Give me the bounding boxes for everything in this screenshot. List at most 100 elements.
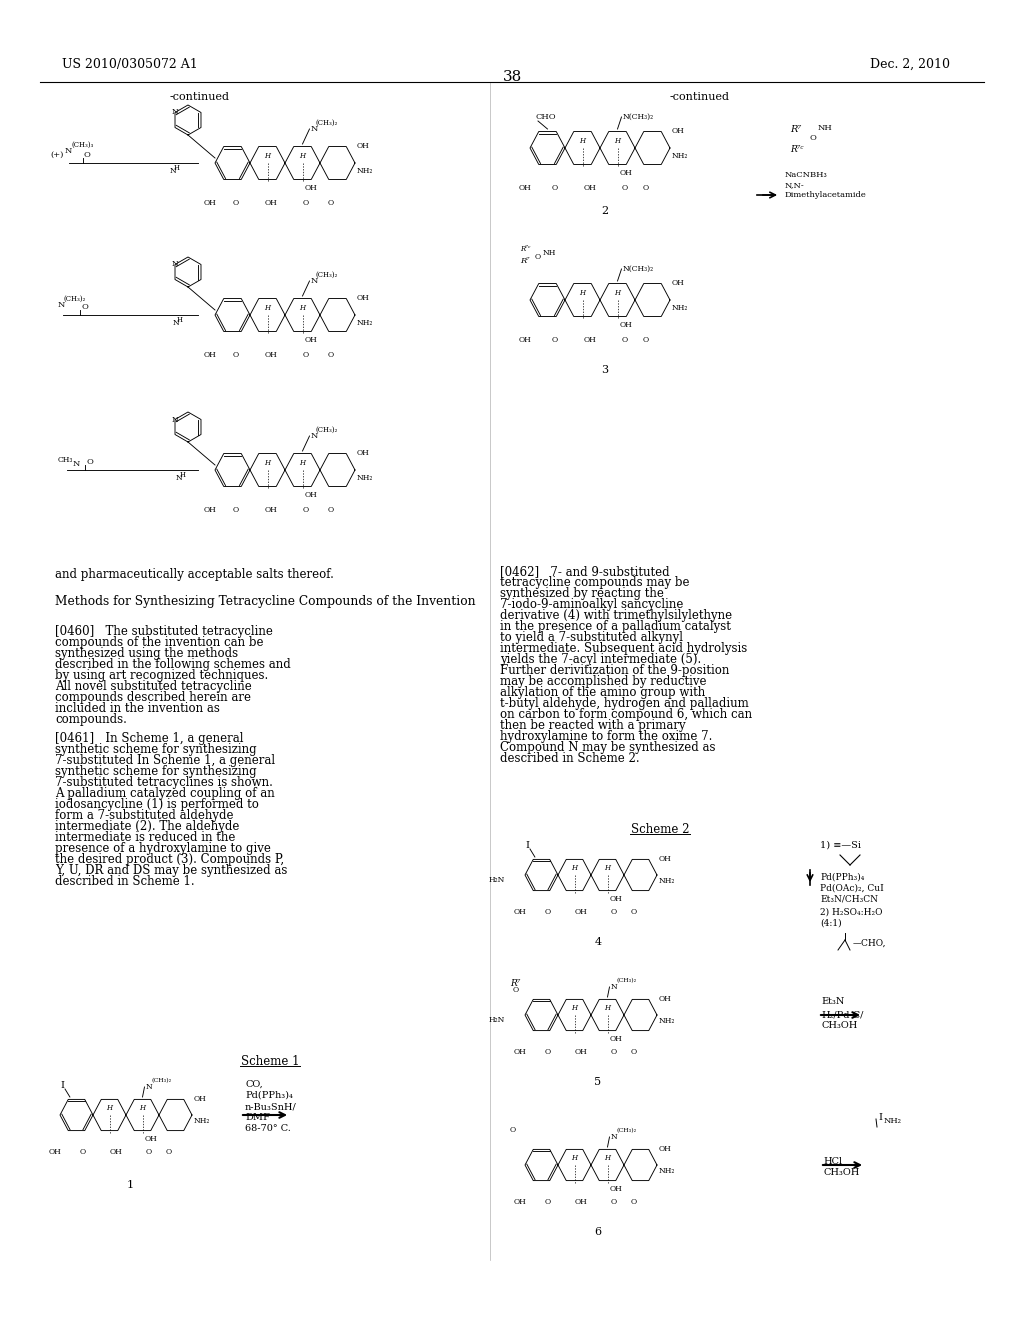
Text: 1: 1 [126,1180,133,1191]
Text: OH: OH [304,337,317,345]
Text: OH: OH [304,491,317,499]
Text: synthetic scheme for synthesizing: synthetic scheme for synthesizing [55,766,257,777]
Text: OH: OH [659,995,672,1003]
Text: R⁷: R⁷ [520,257,529,265]
Text: presence of a hydroxylamine to give: presence of a hydroxylamine to give [55,842,271,855]
Text: synthesized using the methods: synthesized using the methods [55,647,239,660]
Text: O: O [631,1199,637,1206]
Text: O: O [535,253,541,261]
Text: N: N [170,168,176,176]
Text: alkylation of the amino group with: alkylation of the amino group with [500,686,706,700]
Text: CHO: CHO [535,114,556,121]
Text: CH₃OH: CH₃OH [823,1168,859,1177]
Text: Et₃N: Et₃N [821,997,845,1006]
Text: H: H [264,304,270,312]
Text: O: O [642,337,648,345]
Text: Scheme 2: Scheme 2 [631,822,689,836]
Text: US 2010/0305072 A1: US 2010/0305072 A1 [62,58,198,71]
Text: OH: OH [194,1096,207,1104]
Text: Pd(PPh₃)₄: Pd(PPh₃)₄ [245,1092,293,1100]
Text: the desired product (3). Compounds P,: the desired product (3). Compounds P, [55,853,284,866]
Text: OH: OH [514,1048,526,1056]
Text: N: N [610,983,617,991]
Text: All novel substituted tetracycline: All novel substituted tetracycline [55,680,252,693]
Text: NH₂: NH₂ [672,152,688,160]
Text: O: O [642,183,648,191]
Text: I: I [878,1113,882,1122]
Text: Y, U, DR and DS may be synthesized as: Y, U, DR and DS may be synthesized as [55,865,288,876]
Text: (CH₃)₂: (CH₃)₂ [152,1078,172,1084]
Text: H: H [580,289,586,297]
Text: O: O [232,199,239,207]
Text: O: O [545,908,551,916]
Text: Dimethylacetamide: Dimethylacetamide [785,191,866,199]
Text: O: O [82,304,88,312]
Text: O: O [611,1199,617,1206]
Text: Further derivitization of the 9-position: Further derivitization of the 9-position [500,664,729,677]
Text: I: I [525,841,529,850]
Text: H: H [106,1104,113,1111]
Text: NH₂: NH₂ [357,474,374,482]
Text: N(CH₃)₂: N(CH₃)₂ [623,114,653,121]
Text: NH: NH [818,124,833,132]
Text: in the presence of a palladium catalyst: in the presence of a palladium catalyst [500,620,731,634]
Text: Dec. 2, 2010: Dec. 2, 2010 [870,58,950,71]
Text: H: H [580,137,586,145]
Text: OH: OH [514,1199,526,1206]
Text: H: H [571,865,578,873]
Text: NH₂: NH₂ [659,1016,676,1026]
Text: OH: OH [620,169,632,177]
Text: (+): (+) [50,150,63,158]
Text: O: O [303,351,309,359]
Text: R⁷ᶜ: R⁷ᶜ [790,145,804,154]
Text: OH: OH [620,321,632,329]
Text: N(CH₃)₂: N(CH₃)₂ [623,265,653,273]
Text: intermediate. Subsequent acid hydrolysis: intermediate. Subsequent acid hydrolysis [500,642,748,655]
Text: O: O [552,337,557,345]
Text: t-butyl aldehyde, hydrogen and palladium: t-butyl aldehyde, hydrogen and palladium [500,697,749,710]
Text: -continued: -continued [670,92,730,102]
Text: 5: 5 [595,1077,601,1086]
Text: compounds.: compounds. [55,713,127,726]
Text: OH: OH [264,506,278,513]
Text: OH: OH [518,337,531,345]
Text: 7-substituted In Scheme 1, a general: 7-substituted In Scheme 1, a general [55,754,275,767]
Text: Pd(PPh₃)₄: Pd(PPh₃)₄ [820,873,864,882]
Text: described in Scheme 2.: described in Scheme 2. [500,752,640,766]
Text: O: O [80,1148,86,1156]
Text: OH: OH [514,908,526,916]
Text: synthesized by reacting the: synthesized by reacting the [500,587,664,601]
Text: O: O [87,458,93,466]
Text: R⁷: R⁷ [510,978,520,987]
Text: H: H [179,471,185,479]
Text: H: H [173,164,179,172]
Text: CO,: CO, [245,1080,263,1089]
Text: O: O [303,199,309,207]
Text: OH: OH [204,199,216,207]
Text: (CH₃)₂: (CH₃)₂ [63,294,86,304]
Text: H₂/Pd-C/: H₂/Pd-C/ [821,1010,863,1019]
Text: H: H [139,1104,145,1111]
Text: compounds described herein are: compounds described herein are [55,690,251,704]
Text: OH: OH [357,449,370,457]
Text: N: N [310,277,317,285]
Text: O: O [545,1199,551,1206]
Text: H: H [604,1154,610,1162]
Text: (CH₃)₂: (CH₃)₂ [315,426,338,434]
Text: NH₂: NH₂ [884,1117,902,1125]
Text: intermediate is reduced in the: intermediate is reduced in the [55,832,236,843]
Text: (CH₃)₃: (CH₃)₃ [72,141,94,149]
Text: H₂N: H₂N [488,876,505,884]
Text: tetracycline compounds may be: tetracycline compounds may be [500,576,689,589]
Text: O: O [303,506,309,513]
Text: (CH₃)₂: (CH₃)₂ [315,119,338,127]
Text: N: N [610,1133,617,1140]
Text: OH: OH [110,1148,123,1156]
Text: O: O [622,337,628,345]
Text: and pharmaceutically acceptable salts thereof.: and pharmaceutically acceptable salts th… [55,568,334,581]
Text: H: H [176,315,182,323]
Text: OH: OH [204,506,216,513]
Text: O: O [328,351,334,359]
Text: OH: OH [672,127,685,135]
Text: OH: OH [574,908,588,916]
